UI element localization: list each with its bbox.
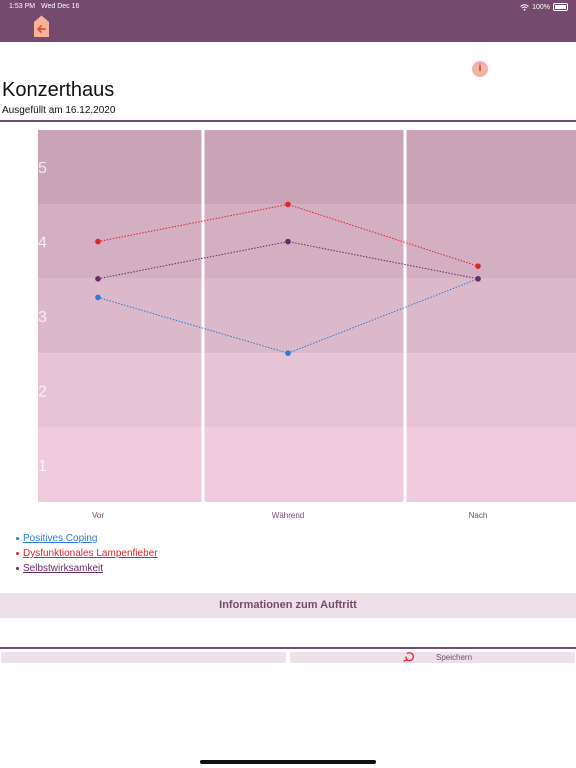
scale-band bbox=[38, 130, 576, 205]
chart-legend: Positives Coping Dysfunktionales Lampenf… bbox=[16, 531, 158, 576]
battery-percent: 100% bbox=[532, 3, 550, 11]
data-point[interactable] bbox=[285, 201, 291, 208]
y-tick-label: 3 bbox=[38, 309, 47, 326]
y-tick-label: 1 bbox=[38, 458, 47, 475]
status-date: Wed Dec 16 bbox=[41, 3, 80, 10]
legend-dot bbox=[16, 552, 19, 555]
scale-band bbox=[38, 427, 576, 502]
chart: 1 2 3 4 5 Vor Während Nach bbox=[38, 130, 576, 520]
y-tick-label: 2 bbox=[38, 383, 47, 400]
data-point[interactable] bbox=[95, 276, 101, 282]
section-header-auftritt[interactable]: Informationen zum Auftritt bbox=[0, 593, 576, 618]
toolbar-divider bbox=[0, 647, 576, 649]
status-time: 1:53 PM bbox=[9, 3, 36, 10]
legend-dot bbox=[16, 537, 19, 540]
nav-bar bbox=[0, 14, 576, 42]
y-tick-label: 4 bbox=[38, 235, 47, 252]
page-title: Konzerthaus bbox=[2, 79, 115, 101]
data-point[interactable] bbox=[285, 350, 291, 356]
battery-icon bbox=[553, 3, 568, 11]
save-button[interactable] bbox=[290, 652, 575, 663]
info-icon[interactable]: i bbox=[472, 61, 488, 77]
toolbar-left-button[interactable] bbox=[1, 652, 286, 663]
undo-arrow-icon[interactable] bbox=[402, 651, 416, 663]
page-subtitle: Ausgefüllt am 16.12.2020 bbox=[2, 105, 116, 116]
column-divider bbox=[201, 130, 205, 502]
legend-label[interactable]: Dysfunktionales Lampenfieber bbox=[23, 548, 158, 559]
legend-item-lampenfieber[interactable]: Dysfunktionales Lampenfieber bbox=[16, 546, 158, 561]
status-bar: 1:53 PM Wed Dec 16 100% bbox=[0, 0, 576, 14]
legend-label[interactable]: Selbstwirksamkeit bbox=[23, 563, 104, 574]
scale-band bbox=[38, 204, 576, 279]
column-divider bbox=[403, 130, 407, 502]
data-point[interactable] bbox=[95, 238, 101, 245]
legend-item-selbstwirksamkeit[interactable]: Selbstwirksamkeit bbox=[16, 561, 158, 576]
y-tick-label: 5 bbox=[38, 160, 47, 177]
data-point[interactable] bbox=[475, 276, 481, 282]
x-tick-label: Nach bbox=[469, 511, 488, 520]
arrow-left-icon[interactable] bbox=[33, 15, 50, 37]
legend-item-positives-coping[interactable]: Positives Coping bbox=[16, 531, 158, 546]
save-label: Speichern bbox=[436, 653, 473, 662]
x-tick-label: Vor bbox=[92, 511, 104, 520]
x-tick-label: Während bbox=[272, 511, 304, 520]
scale-band bbox=[38, 278, 576, 354]
data-point[interactable] bbox=[475, 263, 481, 269]
divider bbox=[0, 120, 576, 122]
data-point[interactable] bbox=[95, 294, 101, 301]
data-point[interactable] bbox=[285, 238, 291, 245]
home-indicator bbox=[200, 760, 376, 764]
legend-dot bbox=[16, 567, 19, 570]
status-right: 100% bbox=[520, 3, 568, 11]
legend-label[interactable]: Positives Coping bbox=[23, 533, 98, 544]
wifi-icon bbox=[520, 3, 529, 11]
scale-band bbox=[38, 353, 576, 428]
